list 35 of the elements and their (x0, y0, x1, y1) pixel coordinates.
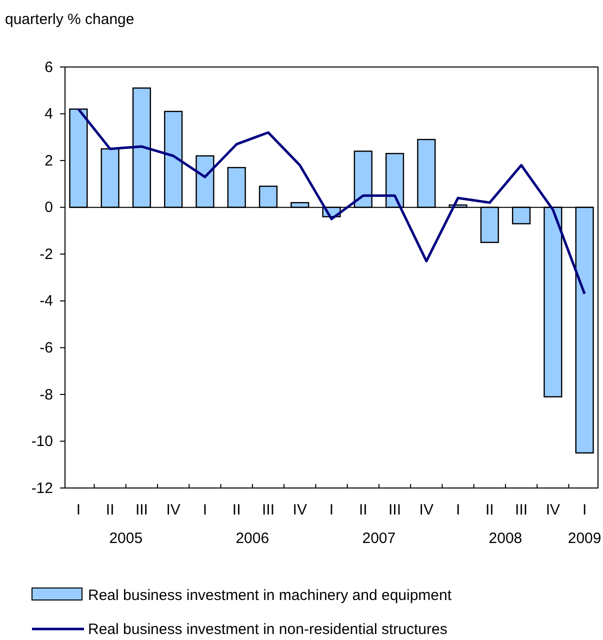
text: 2009 (568, 530, 602, 547)
x-tick-label: III (262, 502, 274, 519)
y-tick-label: 0 (44, 199, 53, 216)
y-tick-label: -2 (40, 246, 53, 263)
y-tick-label: 6 (44, 58, 53, 76)
x-tick-label: I (456, 502, 460, 519)
x-tick-label: I (202, 502, 208, 519)
y-tick-label: 2 (44, 152, 53, 170)
x-tick-label: IV (292, 502, 307, 519)
text: 2008 (488, 530, 522, 547)
x-tick-label: IV (546, 502, 560, 519)
y-tick-label: -12 (31, 480, 53, 497)
y-tick-label: -8 (40, 386, 53, 404)
x-tick-label: II (485, 502, 494, 519)
x-tick-label: I (582, 502, 587, 519)
y-tick-label: -10 (31, 433, 53, 450)
y-tick-label: -4 (40, 292, 53, 310)
text: 2006 (236, 530, 270, 547)
x-tick-label: IV (166, 502, 180, 519)
legend-label: Real business investment in non-residential structures (88, 621, 448, 638)
x-tick-label: III (388, 502, 402, 519)
y-tick-label: 4 (44, 106, 53, 123)
x-tick-label: I (76, 502, 81, 519)
x-tick-label: II (358, 502, 368, 519)
x-tick-label: IV (419, 502, 434, 519)
y-axis-title: quarterly % change (5, 11, 134, 28)
legend-label: Real business investment in machinery and equipment (88, 587, 452, 604)
y-tick-label: -6 (40, 339, 53, 356)
x-tick-label: II (106, 502, 114, 519)
x-tick-label: III (135, 502, 148, 519)
text: 2005 (109, 530, 143, 547)
x-tick-label: III (515, 502, 528, 519)
text: 2007 (362, 530, 396, 547)
x-tick-label: II (232, 502, 241, 519)
x-tick-label: I (329, 502, 334, 519)
